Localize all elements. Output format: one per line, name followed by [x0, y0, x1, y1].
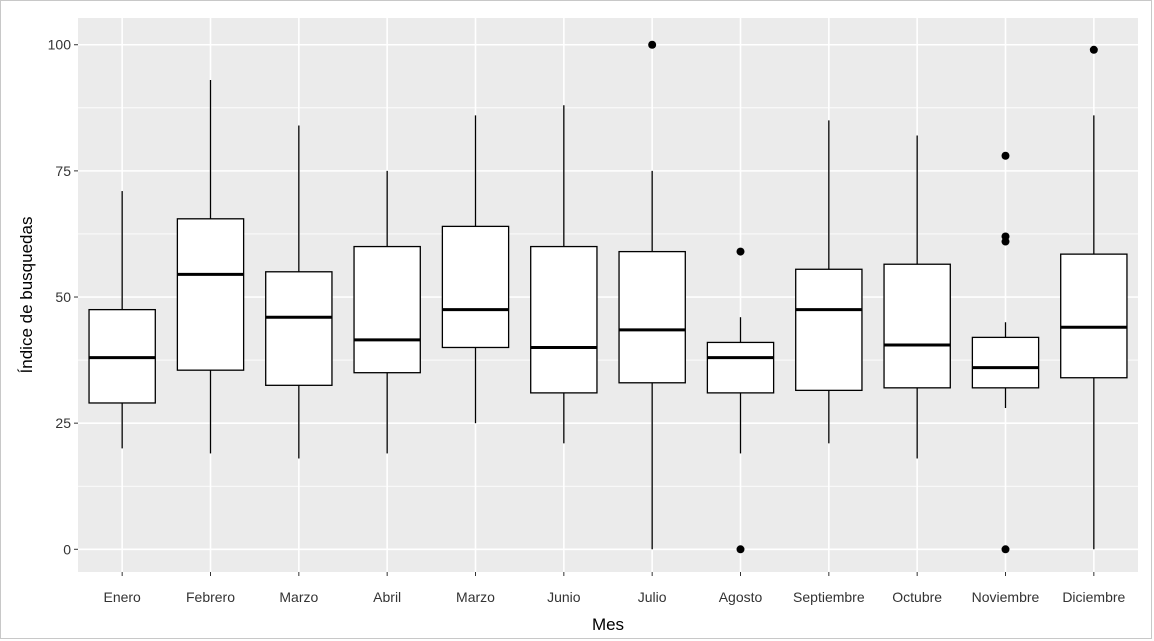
outlier-point [736, 545, 745, 554]
box-septiembre [795, 120, 863, 444]
x-tick-label: Enero [103, 589, 141, 605]
box-body [706, 341, 775, 394]
y-tick-label: 50 [55, 289, 71, 305]
x-tick-label: Octubre [892, 589, 942, 605]
y-tick-labels: 0 25 50 75 100 [48, 37, 78, 557]
x-tick-label: Junio [547, 589, 581, 605]
x-tick-label: Abril [373, 589, 401, 605]
box-body [618, 250, 686, 384]
box-body [971, 336, 1040, 389]
box-junio [530, 105, 598, 444]
box-body [441, 225, 510, 349]
box-febrero [176, 80, 245, 454]
x-tick-label: Febrero [186, 589, 235, 605]
outlier-point [1089, 45, 1098, 54]
box-body [176, 218, 245, 371]
box-marzo [441, 115, 510, 424]
box-marzo [265, 125, 333, 459]
box-noviembre [971, 151, 1040, 554]
y-axis-title: Índice de busquedas [17, 217, 36, 374]
box-agosto [706, 247, 775, 554]
x-tick-label: Marzo [279, 589, 318, 605]
box-enero [88, 191, 156, 449]
y-tick-label: 0 [63, 541, 71, 557]
x-tick-label: Julio [638, 589, 667, 605]
x-tick-label: Marzo [456, 589, 495, 605]
x-tick-label: Noviembre [972, 589, 1040, 605]
x-tick-labels: Enero Febrero Marzo Abril Marzo Junio Julio Ago… [103, 572, 1126, 605]
box-body [265, 271, 333, 386]
y-tick-label: 25 [55, 415, 71, 431]
outlier-point [736, 247, 745, 256]
x-tick-label: Septiembre [793, 589, 865, 605]
box-body [353, 245, 421, 374]
outlier-point [648, 40, 657, 49]
box-body [883, 263, 951, 389]
x-tick-label: Agosto [719, 589, 763, 605]
outlier-point [1001, 545, 1010, 554]
box-octubre [883, 135, 951, 459]
y-tick-label: 75 [55, 163, 71, 179]
plot-panel [78, 18, 1138, 572]
boxes [88, 40, 1128, 554]
x-axis-title: Mes [592, 615, 624, 634]
box-julio [618, 40, 686, 550]
box-body [795, 268, 863, 392]
box-abril [353, 170, 421, 454]
y-tick-label: 100 [48, 37, 72, 53]
outlier-point [1001, 237, 1010, 246]
box-body [530, 245, 598, 394]
x-tick-label: Diciembre [1062, 589, 1125, 605]
outlier-point [1001, 151, 1010, 160]
box-diciembre [1060, 45, 1128, 550]
box-body [1060, 253, 1128, 379]
